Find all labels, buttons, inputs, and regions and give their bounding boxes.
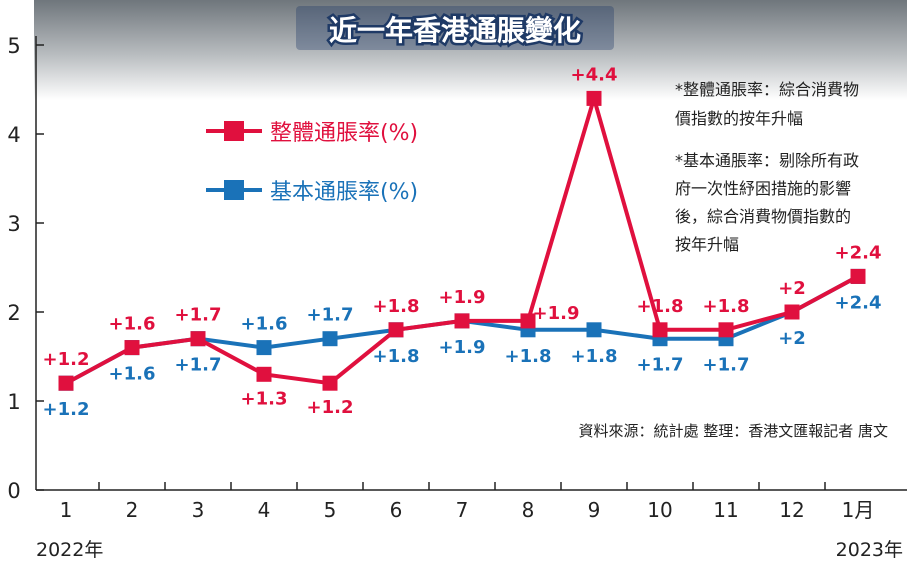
headline-data-label: +1.9: [439, 287, 486, 308]
headline-point-marker: [586, 90, 602, 106]
headline-data-label: +1.8: [637, 296, 684, 317]
core-data-label: +1.7: [637, 355, 684, 376]
x-tick-label: 1月: [842, 498, 875, 522]
x-tick-label: 7: [456, 498, 469, 522]
y-tick-label: 1: [7, 390, 20, 414]
legend-headline-label: 整體通脹率(%): [270, 121, 418, 146]
headline-point-marker: [190, 331, 206, 347]
note-headline-line: *整體通脹率：綜合消費物: [675, 80, 859, 99]
core-data-label: +1.6: [109, 364, 156, 385]
note-headline: *整體通脹率：綜合消費物 價指數的按年升幅: [675, 80, 859, 128]
legend-core-marker: [224, 180, 244, 200]
legend-headline-marker: [224, 121, 244, 141]
x-tick-label: 12: [779, 498, 804, 522]
x-tick-label: 1: [60, 498, 73, 522]
x-tick-group: 1 2 3 4 5 6 7 8 9 10 11 12 1月: [60, 482, 875, 522]
year-start-label: 2022年: [36, 539, 103, 561]
headline-point-marker: [322, 375, 338, 391]
chart-title: 近一年香港通脹變化: [329, 14, 581, 47]
headline-data-label: +1.6: [109, 314, 156, 335]
core-point-marker: [256, 340, 272, 356]
note-core-line: *基本通脹率：剔除所有政: [675, 151, 859, 170]
headline-point-marker: [784, 304, 800, 320]
core-data-label: +1.8: [505, 346, 552, 367]
core-data-label: +1.6: [241, 314, 288, 335]
core-data-label: +1.7: [175, 355, 222, 376]
year-end-label: 2023年: [836, 539, 903, 561]
header-photo-band: [34, 0, 907, 100]
x-tick-label: 4: [258, 498, 271, 522]
y-tick-label: 5: [7, 34, 20, 58]
headline-data-label: +1.7: [175, 305, 222, 326]
title-plate: [296, 6, 614, 50]
headline-data-label: +2: [778, 278, 806, 299]
headline-point-marker: [652, 322, 668, 338]
core-data-label: +1.7: [307, 305, 354, 326]
x-tick-label: 5: [324, 498, 337, 522]
x-tick-label: 9: [588, 498, 601, 522]
y-tick-label: 3: [7, 212, 20, 236]
x-tick-label: 10: [647, 498, 672, 522]
headline-data-label: +1.2: [307, 397, 354, 418]
headline-data-label: +1.8: [703, 296, 750, 317]
headline-data-label: +2.4: [835, 242, 882, 263]
series-group: [58, 90, 866, 391]
x-tick-label: 8: [522, 498, 535, 522]
note-core-line: 府一次性紓困措施的影響: [675, 179, 851, 198]
y-tick-label: 0: [7, 479, 20, 503]
headline-data-label: +1.9: [533, 303, 580, 324]
note-core-line: 後，綜合消費物價指數的: [675, 207, 851, 226]
headline-point-marker: [718, 322, 734, 338]
core-data-label: +1.8: [571, 346, 618, 367]
headline-point-marker: [58, 375, 74, 391]
headline-data-label: +1.3: [241, 388, 288, 409]
core-data-label: +2: [778, 328, 806, 349]
core-point-marker: [586, 322, 602, 338]
headline-point-marker: [520, 313, 536, 329]
x-tick-label: 6: [390, 498, 403, 522]
note-headline-line: 價指數的按年升幅: [675, 109, 803, 128]
note-core-line: 按年升幅: [675, 235, 739, 254]
core-data-label: +1.9: [439, 337, 486, 358]
note-core: *基本通脹率：剔除所有政 府一次性紓困措施的影響 後，綜合消費物價指數的 按年升…: [675, 151, 859, 254]
headline-data-label: +1.8: [373, 296, 420, 317]
x-tick-label: 11: [713, 498, 738, 522]
headline-data-label: +4.4: [571, 64, 618, 85]
headline-point-marker: [454, 313, 470, 329]
headline-point-marker: [388, 322, 404, 338]
headline-point-marker: [256, 366, 272, 382]
core-data-label: +1.7: [703, 355, 750, 376]
y-tick-label: 2: [7, 301, 20, 325]
core-data-label: +1.2: [43, 399, 90, 420]
x-tick-label: 3: [192, 498, 205, 522]
core-point-marker: [322, 331, 338, 347]
legend-core-label: 基本通脹率(%): [270, 180, 418, 205]
core-data-label: +1.8: [373, 346, 420, 367]
source-credit: 資料來源：統計處 整理：香港文匯報記者 唐文: [578, 422, 888, 440]
core-data-label: +2.4: [835, 292, 882, 313]
headline-point-marker: [124, 340, 140, 356]
headline-data-label: +1.2: [43, 349, 90, 370]
x-tick-label: 2: [126, 498, 139, 522]
y-tick-group: 0 1 2 3 4 5: [7, 34, 44, 503]
legend: 整體通脹率(%) 基本通脹率(%): [206, 121, 418, 205]
headline-point-marker: [850, 268, 866, 284]
y-tick-label: 4: [7, 123, 20, 147]
data-label-group: +1.2 +1.6 +1.7 +1.3 +1.2 +1.8 +1.9 +1.9 +4.4 +1.8…: [43, 64, 882, 420]
